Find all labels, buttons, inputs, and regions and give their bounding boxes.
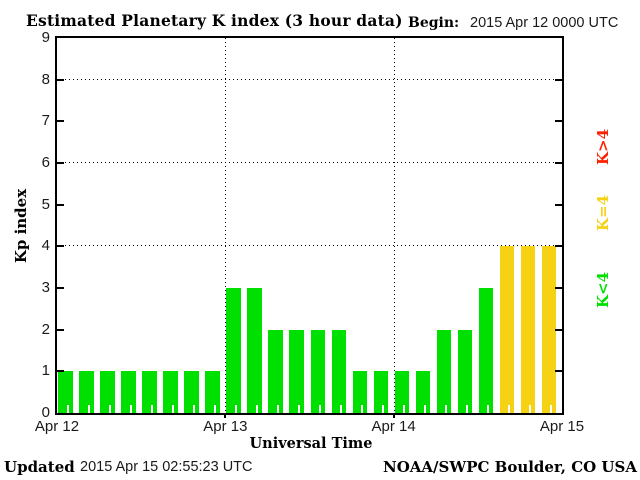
- bar-time-tick: [403, 405, 406, 413]
- y-tick-left: [57, 245, 64, 248]
- y-tick-label: 5: [41, 195, 50, 213]
- kp-bar: [436, 329, 452, 413]
- legend-label: K=4: [594, 194, 612, 232]
- kp-bar: [310, 329, 326, 413]
- x-day-label: Apr 12: [34, 418, 80, 435]
- kp-bar: [499, 246, 515, 413]
- kp-bar: [289, 329, 304, 413]
- bar-time-tick: [382, 405, 385, 413]
- x-day-label: Apr 15: [539, 418, 585, 435]
- bar-time-tick: [129, 405, 132, 413]
- updated-timestamp: 2015 Apr 15 02:55:23 UTC: [80, 459, 253, 475]
- kp-bar: [184, 371, 199, 413]
- y-tick-left: [57, 120, 64, 123]
- bar-time-tick: [361, 405, 364, 413]
- kp-bar: [478, 288, 494, 413]
- gridline-horizontal: [57, 162, 562, 163]
- y-tick-right: [555, 203, 562, 206]
- y-tick-label: 7: [41, 112, 50, 130]
- x-axis-title: Universal Time: [249, 435, 373, 452]
- legend-label: K<4: [594, 271, 612, 309]
- y-tick-right: [555, 162, 562, 164]
- kp-bar: [541, 246, 557, 413]
- bar-time-tick: [550, 405, 553, 413]
- kp-bar: [415, 371, 431, 413]
- kp-bar: [247, 288, 262, 413]
- bar-time-tick: [487, 405, 490, 413]
- kp-bar: [79, 371, 94, 413]
- source-credit: NOAA/SWPC Boulder, CO USA: [382, 458, 637, 476]
- y-tick-left: [57, 328, 64, 331]
- x-day-tick: [392, 413, 395, 418]
- bar-time-tick: [192, 405, 195, 413]
- x-day-label: Apr 13: [203, 418, 248, 435]
- y-tick-label: 8: [41, 70, 50, 88]
- kp-bar: [331, 329, 347, 413]
- bar-time-tick: [276, 405, 279, 413]
- bar-time-tick: [108, 405, 111, 413]
- kp-bar: [121, 371, 136, 413]
- y-tick-right: [555, 370, 562, 373]
- gridline-horizontal: [57, 245, 562, 247]
- x-day-tick: [224, 413, 227, 418]
- x-day-label: Apr 14: [371, 418, 416, 435]
- y-tick-right: [555, 78, 562, 81]
- kp-bar: [142, 371, 157, 413]
- bar-time-tick: [66, 405, 69, 413]
- kp-bar: [457, 329, 473, 413]
- kp-bar: [100, 371, 115, 413]
- bar-time-tick: [255, 405, 258, 413]
- begin-value: 2015 Apr 12 0000 UTC: [470, 15, 619, 31]
- kp-bar: [205, 371, 220, 413]
- kp-bar: [163, 371, 178, 413]
- kp-bar: [373, 371, 389, 413]
- y-axis-title: Kp index: [12, 188, 30, 264]
- y-tick-label: 0: [41, 404, 50, 421]
- y-tick-right: [555, 245, 562, 248]
- y-tick-left: [57, 203, 64, 206]
- y-tick-left: [57, 287, 64, 289]
- y-tick-label: 2: [41, 320, 50, 338]
- kp-bar: [394, 371, 410, 413]
- bar-time-tick: [424, 405, 427, 413]
- y-tick-left: [57, 370, 64, 373]
- y-tick-right: [555, 287, 562, 289]
- bar-time-tick: [171, 405, 174, 413]
- plot-area: [57, 38, 562, 413]
- kp-bar: [520, 246, 536, 413]
- y-tick-label: 6: [41, 154, 50, 171]
- bar-time-tick: [319, 405, 322, 413]
- bar-time-tick: [213, 405, 216, 413]
- bar-time-tick: [340, 405, 343, 413]
- gridline-horizontal: [57, 78, 562, 80]
- bar-time-tick: [150, 405, 153, 413]
- legend-label: K>4: [594, 128, 612, 166]
- kp-bar: [352, 371, 368, 413]
- kp-bar: [58, 371, 73, 413]
- begin-label: Begin:: [408, 15, 460, 31]
- chart-title: Estimated Planetary K index (3 hour data…: [26, 11, 403, 30]
- bar-time-tick: [297, 405, 300, 413]
- gridline-day: [393, 38, 395, 413]
- y-tick-right: [555, 328, 562, 331]
- y-tick-label: 1: [41, 362, 50, 380]
- bar-time-tick: [234, 405, 237, 413]
- bar-time-tick: [87, 405, 90, 413]
- bar-time-tick: [508, 405, 511, 413]
- kp-bar: [268, 329, 283, 413]
- gridline-day: [225, 38, 227, 413]
- bar-time-tick: [529, 405, 532, 413]
- y-tick-label: 4: [41, 237, 50, 255]
- y-tick-left: [57, 78, 64, 81]
- bar-time-tick: [445, 405, 448, 413]
- bar-time-tick: [466, 405, 469, 413]
- y-tick-label: 3: [41, 279, 50, 296]
- y-tick-right: [555, 120, 562, 123]
- y-tick-left: [57, 162, 64, 164]
- kp-bar: [226, 288, 241, 413]
- updated-label: Updated: [4, 458, 75, 476]
- y-tick-label: 9: [41, 29, 50, 46]
